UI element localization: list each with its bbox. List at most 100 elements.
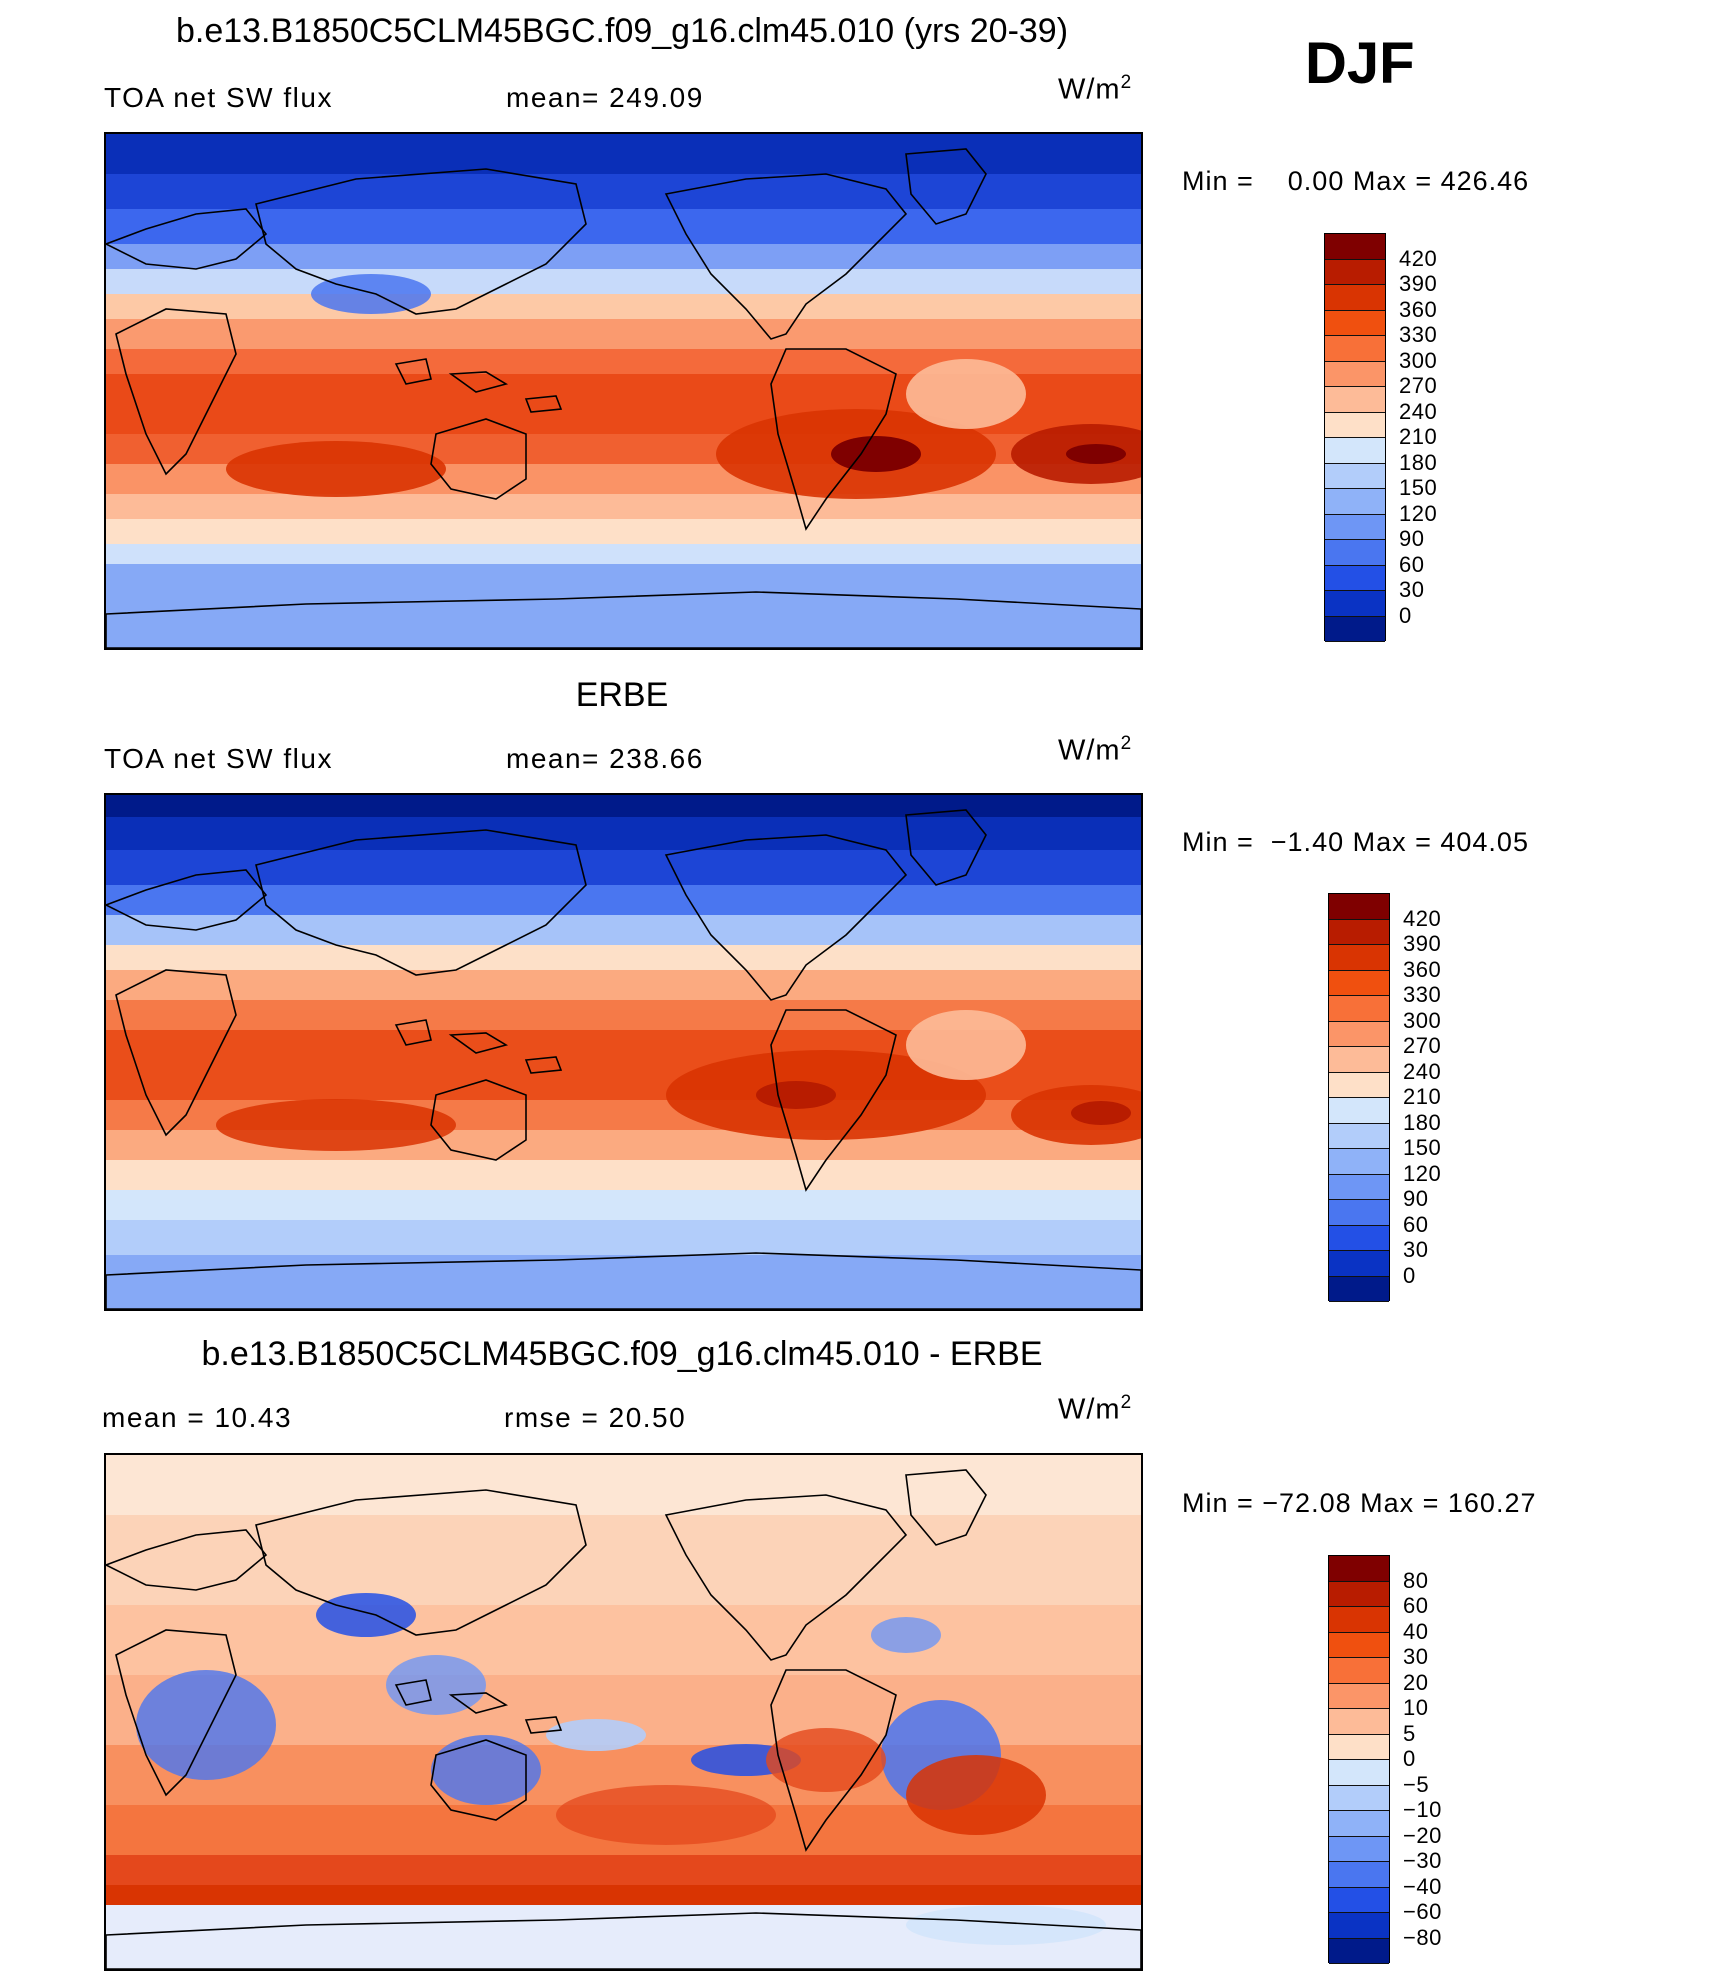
colorbar-swatch	[1329, 1251, 1389, 1277]
colorbar-swatch	[1329, 1556, 1389, 1582]
colorbar-tick-label: 420	[1403, 905, 1442, 931]
panel-1-units: W/m2	[1058, 72, 1133, 106]
coastline	[394, 1679, 432, 1706]
colorbar-swatch	[1329, 1913, 1389, 1939]
coastline	[770, 1009, 897, 1192]
colorbar-tick-label: 0	[1403, 1746, 1416, 1771]
colorbar-box	[1324, 233, 1386, 642]
panel-1-min-max: Min = 0.00 Max = 426.46	[1182, 166, 1530, 196]
colorbar-swatch	[1329, 1862, 1389, 1888]
colorbar-tick-label: 120	[1403, 1160, 1442, 1186]
colorbar-swatch	[1329, 1811, 1389, 1837]
colorbar-tick-label: 30	[1403, 1237, 1429, 1262]
coastline	[430, 418, 527, 500]
coastline	[524, 395, 563, 413]
field-band	[106, 244, 1141, 269]
colorbar-tick-label: 330	[1403, 982, 1442, 1007]
field-band	[106, 915, 1141, 945]
coastline	[524, 1716, 563, 1734]
coastline	[448, 1692, 509, 1714]
field-blob	[556, 1785, 776, 1845]
field-band	[106, 1855, 1141, 1885]
field-band	[106, 209, 1141, 244]
field-band	[106, 1255, 1141, 1309]
colorbar-swatch	[1329, 1200, 1389, 1226]
panel-1-title: b.e13.B1850C5CLM45BGC.f09_g16.clm45.010 …	[175, 12, 1069, 50]
colorbar-tick-label: 0	[1403, 1262, 1416, 1288]
panel-1-mean: mean= 249.09	[506, 82, 704, 113]
field-blob	[316, 1593, 416, 1637]
field-band	[106, 1605, 1141, 1675]
coastline	[770, 1669, 897, 1852]
coastline	[664, 834, 908, 1001]
colorbar-swatch	[1329, 1149, 1389, 1175]
panel-1-field-label: TOA net SW flux	[104, 82, 333, 113]
panel-2-title: ERBE	[575, 676, 669, 714]
coastline	[106, 869, 268, 931]
colorbar-swatch	[1329, 1047, 1389, 1073]
panel-3-units: W/m2	[1058, 1392, 1133, 1426]
colorbar-tick-label: 360	[1403, 956, 1442, 982]
panel-3-min-max: Min = −72.08 Max = 160.27	[1182, 1488, 1537, 1518]
colorbar-tick-label: 420	[1399, 245, 1438, 271]
panel-3-mean: mean = 10.43	[102, 1402, 293, 1433]
coastline	[770, 348, 897, 531]
colorbar-tick-label: 150	[1399, 475, 1438, 500]
field-blob	[756, 1081, 836, 1109]
colorbar-tick-label: 210	[1403, 1084, 1442, 1109]
colorbar-tick-label: 90	[1399, 526, 1425, 551]
coastline	[255, 829, 587, 976]
colorbar-swatch	[1329, 1072, 1389, 1098]
field-band	[106, 945, 1141, 970]
coastline	[905, 809, 987, 886]
coastlines	[106, 809, 1141, 1309]
field-band	[106, 134, 1141, 174]
colorbar-swatch	[1325, 412, 1385, 438]
panel-3-rmse: rmse = 20.50	[504, 1402, 687, 1433]
colorbar-swatch	[1329, 1760, 1389, 1786]
colorbar-swatch	[1329, 1734, 1389, 1760]
colorbar-swatch	[1325, 438, 1385, 464]
colorbar-swatch	[1325, 310, 1385, 336]
colorbar-swatch	[1329, 1607, 1389, 1633]
colorbar-tick-label: 0	[1399, 602, 1412, 628]
colorbar-swatch	[1329, 1581, 1389, 1607]
colorbar-swatch	[1329, 1683, 1389, 1709]
coastline	[430, 1739, 527, 1821]
colorbar-tick-label: 10	[1403, 1695, 1429, 1720]
colorbar-swatch	[1329, 1174, 1389, 1200]
colorbar-tick-label: 390	[1403, 931, 1442, 956]
colorbar-swatch	[1329, 996, 1389, 1022]
colorbar-tick-label: 90	[1403, 1186, 1429, 1211]
panel-2-min-max: Min = −1.40 Max = 404.05	[1182, 827, 1529, 857]
coastline	[106, 1912, 1141, 1969]
field-band	[106, 494, 1141, 519]
colorbar-box	[1328, 1555, 1390, 1964]
field-blob	[766, 1728, 886, 1792]
colorbar-swatch	[1329, 1709, 1389, 1735]
coastline	[115, 308, 237, 476]
colorbar-swatch	[1325, 336, 1385, 362]
colorbar-tick-label: 120	[1399, 500, 1438, 526]
colorbar-swatch	[1329, 1098, 1389, 1124]
panel-2-field-label: TOA net SW flux	[104, 743, 333, 774]
field-band	[106, 269, 1141, 294]
colorbar-tick-label: −5	[1403, 1771, 1430, 1797]
colorbar-tick-label: −20	[1403, 1822, 1442, 1848]
colorbar-tick-label: 300	[1399, 347, 1438, 373]
coastline	[905, 148, 987, 225]
panel-3-map	[104, 1453, 1143, 1971]
field-blob	[311, 274, 431, 314]
field-band	[106, 1515, 1141, 1605]
colorbar-swatch	[1329, 1785, 1389, 1811]
colorbar-swatch	[1329, 1021, 1389, 1047]
colorbar-swatch	[1325, 591, 1385, 617]
colorbar-tick-label: 30	[1403, 1644, 1429, 1669]
colorbar-swatch	[1325, 489, 1385, 515]
field-blob	[906, 1905, 1106, 1945]
colorbar-tick-label: 270	[1403, 1033, 1442, 1058]
field-band	[106, 970, 1141, 1000]
colorbar-swatch	[1325, 234, 1385, 260]
coastline	[524, 1056, 563, 1074]
colorbar-tick-label: 240	[1403, 1058, 1442, 1084]
